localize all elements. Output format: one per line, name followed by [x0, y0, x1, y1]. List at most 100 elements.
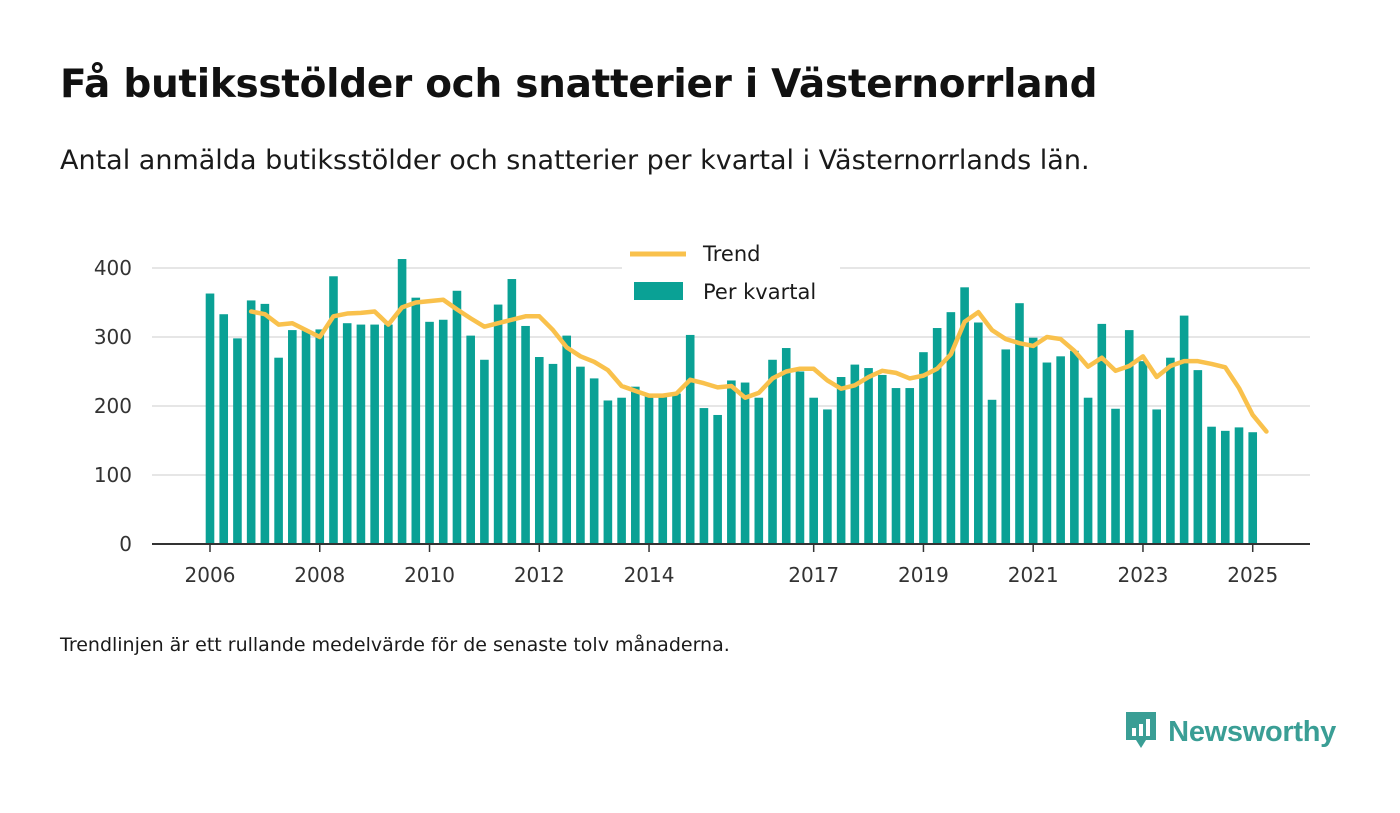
bar	[672, 393, 681, 544]
bar	[919, 352, 928, 544]
x-tick-label: 2017	[788, 563, 839, 587]
bar	[493, 304, 503, 544]
bar	[1111, 408, 1120, 544]
bar	[987, 399, 997, 544]
bar	[1207, 426, 1216, 544]
bar	[246, 300, 256, 544]
bar	[1001, 349, 1011, 544]
bar	[1179, 315, 1189, 544]
bar	[548, 363, 558, 544]
bar	[534, 357, 544, 544]
legend: Trend Per kvartal	[622, 232, 840, 318]
bar	[631, 386, 640, 544]
bar	[960, 287, 969, 544]
bar	[658, 393, 668, 544]
bar	[905, 388, 915, 544]
bar	[274, 357, 283, 544]
bar	[466, 335, 475, 544]
bar	[452, 290, 462, 544]
x-tick-label: 2019	[898, 563, 949, 587]
bar	[315, 329, 325, 544]
x-tick-label: 2023	[1118, 563, 1169, 587]
x-tick-label: 2006	[185, 563, 236, 587]
y-tick-label: 300	[94, 325, 132, 349]
legend-background	[622, 232, 840, 318]
bar	[329, 276, 338, 544]
bar	[891, 388, 901, 544]
bar	[370, 324, 379, 544]
bar	[754, 397, 764, 544]
bar	[384, 324, 393, 544]
bar	[1097, 323, 1107, 544]
bar	[1138, 361, 1148, 544]
bar	[425, 321, 434, 544]
newsworthy-logo-icon	[1124, 710, 1158, 754]
chart-subtitle: Antal anmälda butiksstölder och snatteri…	[60, 145, 1090, 176]
brand-name: Newsworthy	[1168, 715, 1336, 748]
bar	[877, 374, 887, 544]
axes: 0 100 200 300 400 2006 2008 2010 2012 2014 2017 201…	[94, 256, 1310, 587]
bar	[342, 323, 352, 544]
bar	[397, 259, 407, 544]
legend-bars-swatch	[634, 282, 683, 300]
bar	[301, 330, 311, 544]
bar	[644, 393, 654, 544]
y-tick-label: 400	[94, 256, 132, 280]
bar	[603, 400, 613, 544]
bar	[1042, 362, 1052, 544]
bar	[562, 335, 572, 544]
bar	[411, 297, 421, 544]
bar	[795, 371, 805, 544]
legend-trend-label: Trend	[702, 242, 760, 266]
brand[interactable]: Newsworthy	[1124, 710, 1336, 754]
bar	[260, 303, 270, 544]
chart-title: Få butiksstölder och snatterier i Väster…	[60, 62, 1098, 107]
bar	[288, 330, 297, 544]
bar	[768, 359, 777, 544]
trend-line	[248, 297, 1269, 434]
bar	[713, 414, 722, 544]
bar	[1070, 350, 1079, 544]
bar	[1220, 430, 1230, 544]
bar	[507, 279, 517, 544]
bar	[727, 380, 736, 544]
bar	[205, 293, 215, 544]
bar	[809, 397, 818, 544]
bar	[617, 397, 626, 544]
bar	[823, 409, 832, 544]
bar	[521, 325, 530, 544]
bar	[850, 364, 860, 544]
bar	[1015, 303, 1024, 544]
bar	[974, 322, 983, 544]
x-tick-label: 2021	[1008, 563, 1059, 587]
bar	[589, 378, 599, 544]
bar	[685, 334, 695, 544]
bar	[480, 359, 489, 544]
bar	[781, 348, 791, 544]
bars-series	[205, 259, 1258, 544]
x-tick-label: 2025	[1227, 563, 1278, 587]
y-tick-label: 100	[94, 463, 132, 487]
trend-series	[248, 297, 1269, 434]
bar	[1056, 356, 1065, 544]
bar	[576, 366, 585, 544]
bar	[1234, 427, 1244, 544]
bar	[1166, 357, 1175, 544]
y-tick-label: 0	[119, 532, 132, 556]
bar	[864, 368, 873, 544]
bar	[946, 312, 956, 544]
x-tick-label: 2008	[294, 563, 345, 587]
x-tick-label: 2012	[514, 563, 565, 587]
bar	[740, 382, 750, 544]
bar	[1152, 409, 1161, 544]
bar	[1193, 370, 1203, 544]
y-tick-label: 200	[94, 394, 132, 418]
bar	[1028, 337, 1038, 544]
x-tick-label: 2010	[404, 563, 455, 587]
bar	[438, 319, 448, 544]
x-tick-label: 2014	[624, 563, 675, 587]
footnote: Trendlinjen är ett rullande medelvärde f…	[60, 634, 730, 656]
bar	[1248, 432, 1258, 544]
bar	[836, 377, 846, 544]
